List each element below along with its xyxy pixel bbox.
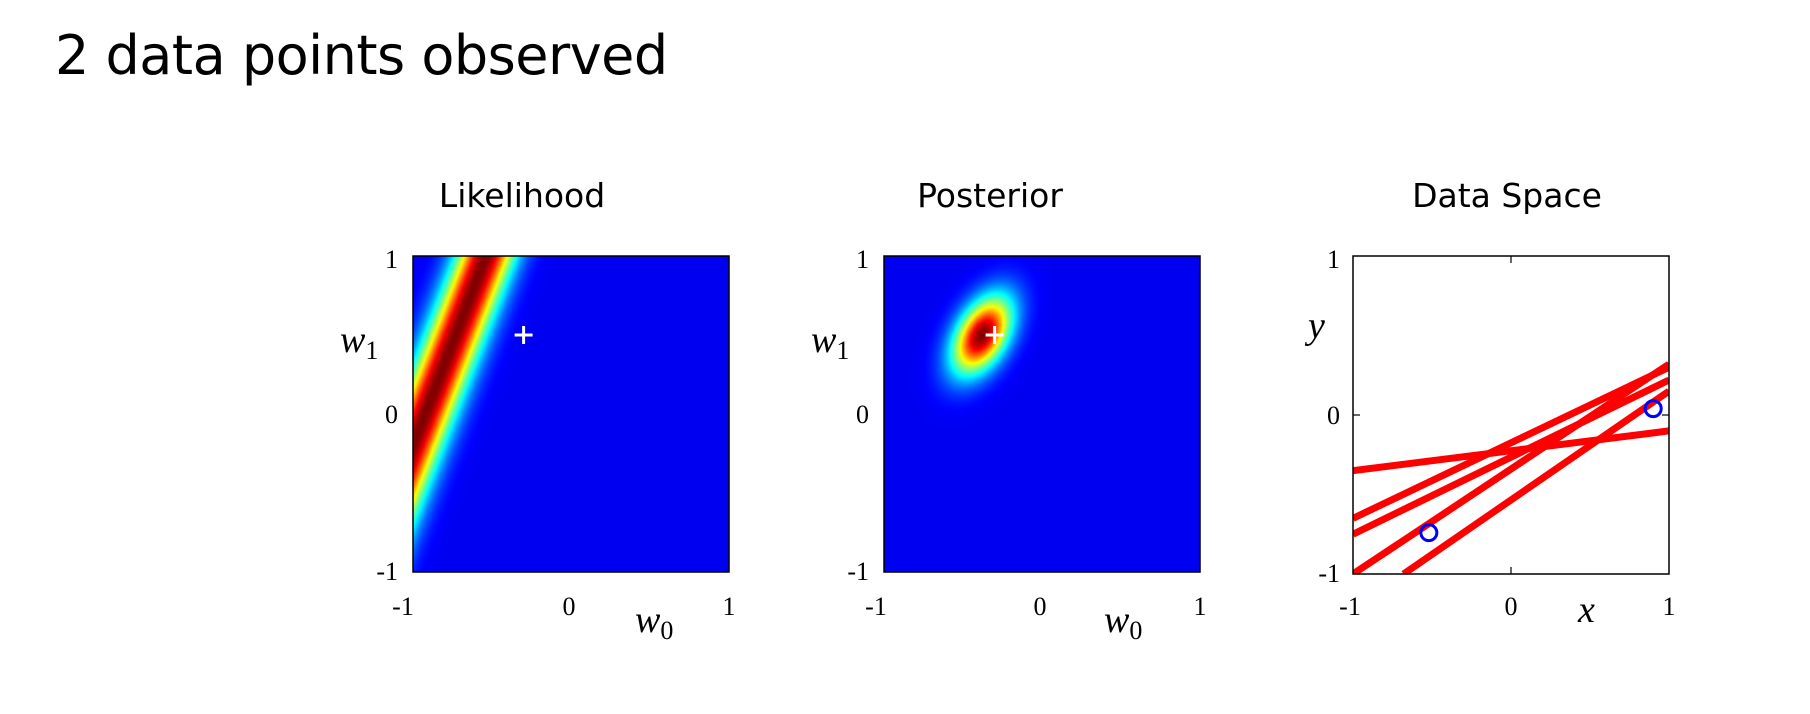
data-point-1 (1419, 523, 1439, 543)
data-point-2 (1643, 399, 1663, 419)
sample-line-5 (1401, 388, 1669, 574)
posterior-title: Posterior (917, 176, 1063, 215)
data-space-background (1353, 256, 1669, 574)
slide-title: 2 data points observed (55, 24, 668, 87)
sample-lines (1353, 361, 1669, 574)
likelihood-frame (412, 255, 730, 573)
sample-line-3 (1353, 376, 1669, 538)
sample-line-2 (1353, 364, 1669, 522)
posterior-xtick-left: -1 (865, 592, 887, 621)
likelihood-panel: 1 0 -1 -1 0 1 w1 w0 (340, 245, 736, 645)
likelihood-ytick-top: 1 (385, 245, 398, 274)
data-space-title: Data Space (1412, 176, 1602, 215)
posterior-ytick-bottom: -1 (847, 557, 869, 586)
posterior-ytick-top: 1 (856, 245, 869, 274)
sample-line-1 (1353, 427, 1669, 475)
data-space-ylabel: y (1304, 305, 1325, 347)
likelihood-xtick-right: 1 (723, 592, 736, 621)
likelihood-xtick-left: -1 (392, 592, 414, 621)
posterior-ylabel: w1 (811, 319, 849, 365)
data-space-ytick-bottom: -1 (1318, 559, 1340, 588)
data-space-xlabel: x (1577, 589, 1595, 631)
likelihood-title: Likelihood (438, 176, 606, 215)
posterior-xtick-right: 1 (1194, 592, 1207, 621)
likelihood-ytick-bottom: -1 (376, 557, 398, 586)
likelihood-mle-marker (514, 326, 533, 344)
likelihood-heatmap (413, 256, 729, 572)
data-space-ytick-mid: 0 (1327, 401, 1340, 430)
data-space-xtick-right: 1 (1663, 592, 1676, 621)
sample-line-4 (1353, 361, 1669, 574)
likelihood-ylabel: w1 (340, 319, 378, 365)
posterior-frame (883, 255, 1201, 573)
data-space-xtick-left: -1 (1339, 592, 1361, 621)
posterior-heatmap (884, 256, 1200, 572)
likelihood-ytick-mid: 0 (385, 400, 398, 429)
posterior-xlabel: w0 (1104, 599, 1142, 645)
posterior-ytick-mid: 0 (856, 400, 869, 429)
observed-points (1419, 399, 1663, 543)
posterior-xtick-mid: 0 (1034, 592, 1047, 621)
data-space-ytick-top: 1 (1327, 245, 1340, 274)
data-space-xtick-mid: 0 (1505, 592, 1518, 621)
posterior-panel: 1 0 -1 -1 0 1 w1 w0 (811, 245, 1207, 645)
likelihood-xlabel: w0 (635, 599, 673, 645)
posterior-mle-marker (985, 326, 1004, 344)
likelihood-xtick-mid: 0 (563, 592, 576, 621)
data-space-panel: 1 0 -1 -1 0 1 y x (1304, 245, 1676, 631)
